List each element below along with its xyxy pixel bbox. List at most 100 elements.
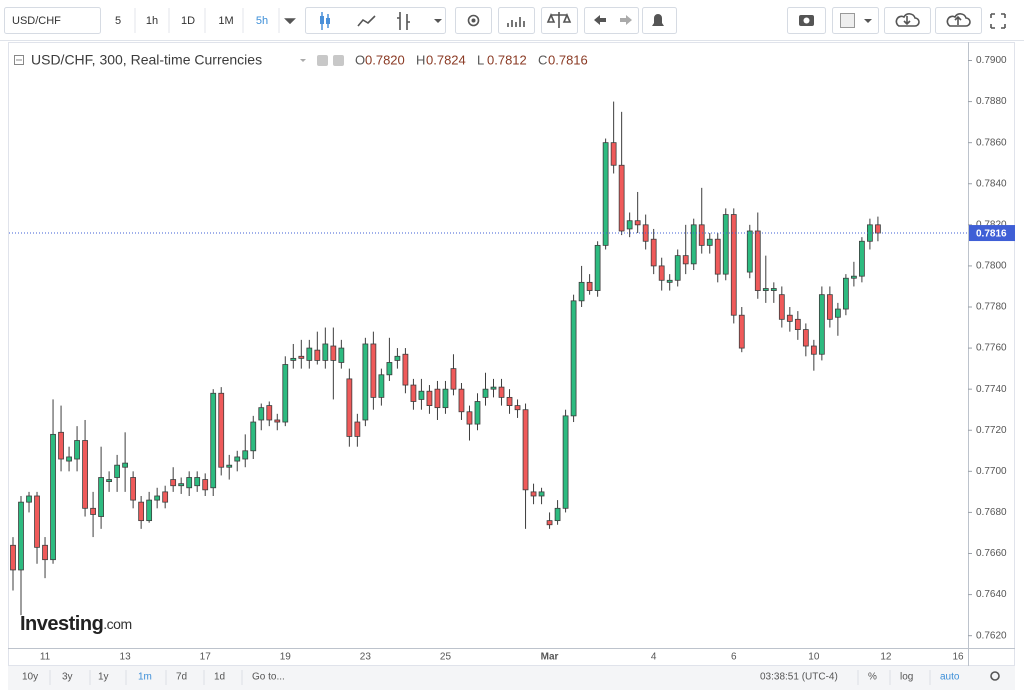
interval-group: 5 1h 1D 1M 5h xyxy=(115,8,280,33)
candle-body xyxy=(562,415,569,509)
candle-body xyxy=(394,355,401,361)
candle-body xyxy=(754,230,761,291)
time-label: 25 xyxy=(440,652,452,663)
option-button[interactable]: % xyxy=(868,672,877,683)
legend-settings-icon[interactable] xyxy=(333,55,344,66)
bell-icon xyxy=(652,14,664,26)
logo: Investing.com xyxy=(20,613,132,635)
range-button[interactable]: 3y xyxy=(62,672,73,683)
range-button[interactable]: 1m xyxy=(138,672,152,683)
legend-eye-icon[interactable] xyxy=(317,55,328,66)
candle-body xyxy=(546,520,553,526)
price-label: 0.7820 xyxy=(976,219,1007,230)
candle-body xyxy=(418,390,425,400)
time-label: 13 xyxy=(120,652,132,663)
price-label: 0.7880 xyxy=(976,96,1007,107)
candle-body xyxy=(666,279,673,283)
symbol[interactable]: USD/CHF xyxy=(12,15,61,27)
candle-body xyxy=(722,214,729,275)
price-label: 0.7680 xyxy=(976,507,1007,518)
indicators-button[interactable] xyxy=(498,7,535,34)
interval-button[interactable]: 5h xyxy=(256,15,268,27)
ohlc-value: 0.7812 xyxy=(487,52,527,67)
line-style-icon[interactable] xyxy=(357,15,376,27)
price-label: 0.7780 xyxy=(976,302,1007,313)
interval-button[interactable]: 1h xyxy=(146,15,158,27)
ohlc-value: 0.7816 xyxy=(548,52,588,67)
candle-body xyxy=(842,277,849,310)
candle-body xyxy=(218,392,225,468)
candle-body xyxy=(538,491,545,497)
range-button[interactable]: 10y xyxy=(22,672,38,683)
last-price-tag xyxy=(969,225,1015,242)
candle-body xyxy=(602,142,609,246)
candle-body xyxy=(290,357,297,361)
undo-icon[interactable] xyxy=(594,15,606,25)
candle-body xyxy=(34,495,40,548)
candle-body xyxy=(26,495,32,503)
candle-body xyxy=(658,265,665,281)
time-label: Mar xyxy=(541,652,559,663)
candle-body xyxy=(266,405,273,421)
gear-icon-center xyxy=(471,18,476,23)
price-label: 0.7620 xyxy=(976,630,1007,641)
candle-body xyxy=(106,479,112,483)
option-button[interactable]: log xyxy=(900,672,913,683)
candle-body xyxy=(402,353,409,386)
candle-body xyxy=(626,220,633,230)
candle-body xyxy=(706,238,713,246)
candle-body xyxy=(210,392,217,489)
goto-button[interactable]: Go to... xyxy=(252,672,285,683)
time-label: 12 xyxy=(880,652,892,663)
redo-icon[interactable] xyxy=(620,15,632,25)
time-label: 6 xyxy=(731,652,737,663)
style-dropdown[interactable] xyxy=(434,19,442,23)
candles-icon-body xyxy=(326,18,330,24)
cloud-upload-icon xyxy=(946,13,971,27)
time-label: 11 xyxy=(40,652,51,663)
interval-button[interactable]: 1M xyxy=(218,15,233,27)
chart-frame xyxy=(8,42,1015,666)
indicators-icon xyxy=(507,17,525,27)
candle-body xyxy=(650,238,657,267)
candle-body xyxy=(74,440,80,460)
time-label: 17 xyxy=(200,652,212,663)
option-button[interactable]: auto xyxy=(940,672,960,683)
interval-dropdown[interactable] xyxy=(284,18,296,25)
candle-body xyxy=(370,343,377,398)
candle-body xyxy=(170,479,177,487)
candle-body xyxy=(154,495,161,501)
range-button[interactable]: 1y xyxy=(98,672,109,683)
logo-suffix: .com xyxy=(103,616,131,632)
range-button[interactable]: 7d xyxy=(176,672,187,683)
interval-button[interactable]: 5 xyxy=(115,15,121,27)
candle-body xyxy=(338,347,345,363)
candle-body xyxy=(162,491,169,503)
fullscreen-icon[interactable] xyxy=(990,13,1006,29)
range-button[interactable]: 1d xyxy=(214,672,225,683)
candle-body xyxy=(762,288,769,291)
candle-body xyxy=(178,483,185,487)
candle-body xyxy=(778,294,785,320)
legend-dropdown[interactable] xyxy=(300,59,306,62)
candle-body xyxy=(18,501,24,571)
candle-body xyxy=(298,355,305,359)
candle-body xyxy=(458,388,465,413)
candle-body xyxy=(794,318,801,330)
color-button[interactable] xyxy=(832,7,879,34)
ohlc-legend: O 0.7820 H 0.7824 L 0.7812 C 0.7816 xyxy=(355,52,588,67)
candle-body xyxy=(875,224,881,234)
symbol-box[interactable] xyxy=(4,7,101,34)
candle-body xyxy=(194,477,201,487)
candle-body xyxy=(434,388,441,409)
bars-icon[interactable] xyxy=(397,12,410,30)
interval-button[interactable]: 1D xyxy=(181,15,195,27)
candle-body xyxy=(610,142,617,166)
color-dropdown[interactable] xyxy=(864,19,872,23)
candle-body xyxy=(130,477,137,501)
bottom-bar-items: 10y 3y 1y 1m 7d 1d Go to... 03:38:51 (UTC-4)% lo… xyxy=(22,670,960,685)
collapse-icon[interactable] xyxy=(14,55,24,65)
time-label: 23 xyxy=(360,652,372,663)
candle-body xyxy=(354,421,361,437)
bottom-gear[interactable] xyxy=(990,671,1000,681)
